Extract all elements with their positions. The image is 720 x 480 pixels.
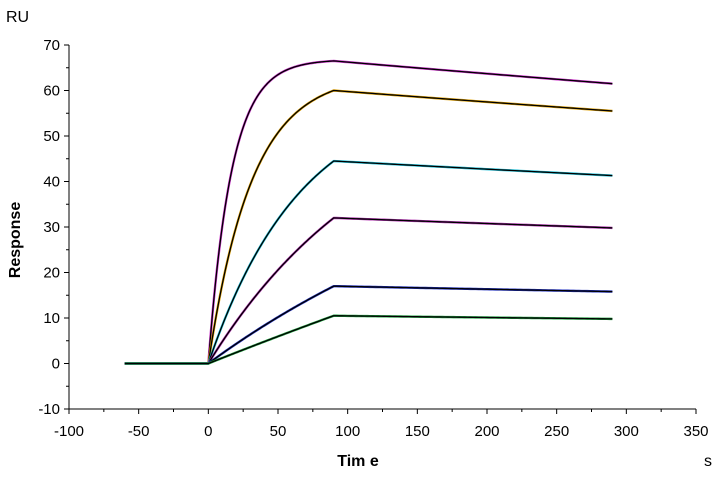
x-unit-label: s	[704, 453, 712, 470]
x-tick-label: -100	[54, 423, 84, 440]
x-tick-label: 300	[614, 423, 639, 440]
series-fit-line	[124, 315, 613, 365]
x-axis-title: Tim e	[337, 453, 379, 470]
series	[124, 159, 613, 365]
y-tick-label: 70	[43, 37, 60, 54]
x-tick-label: 200	[474, 423, 499, 440]
y-tick-label: 20	[43, 265, 60, 282]
x-tick-label: 0	[204, 423, 212, 440]
series-raw-line	[124, 314, 613, 365]
series-raw-line	[124, 159, 613, 365]
curves	[124, 59, 613, 365]
series	[124, 284, 613, 365]
x-tick-label: 50	[270, 423, 287, 440]
y-tick-label: 30	[43, 219, 60, 236]
x-tick-label: -50	[128, 423, 150, 440]
series	[124, 216, 613, 365]
series-fit-line	[124, 89, 613, 365]
x-tick-label: 350	[683, 423, 708, 440]
y-tick-label: 0	[52, 356, 60, 373]
series	[124, 59, 613, 365]
series-raw-line	[124, 284, 613, 365]
series-fit-line	[124, 60, 613, 365]
y-axis-title: Response	[7, 202, 24, 279]
y-tick-label: 10	[43, 310, 60, 327]
y-tick-label: 40	[43, 174, 60, 191]
y-tick-label: 50	[43, 128, 60, 145]
series-fit-line	[124, 285, 613, 365]
series	[124, 89, 613, 365]
y-unit-label: RU	[6, 9, 29, 26]
x-tick-label: 250	[544, 423, 569, 440]
series	[124, 314, 613, 365]
series-fit-line	[124, 217, 613, 365]
series-fit-line	[124, 160, 613, 365]
x-tick-label: 150	[405, 423, 430, 440]
y-tick-label: -10	[38, 401, 60, 418]
x-tick-label: 100	[335, 423, 360, 440]
y-tick-label: 60	[43, 83, 60, 100]
series-raw-line	[124, 89, 613, 365]
